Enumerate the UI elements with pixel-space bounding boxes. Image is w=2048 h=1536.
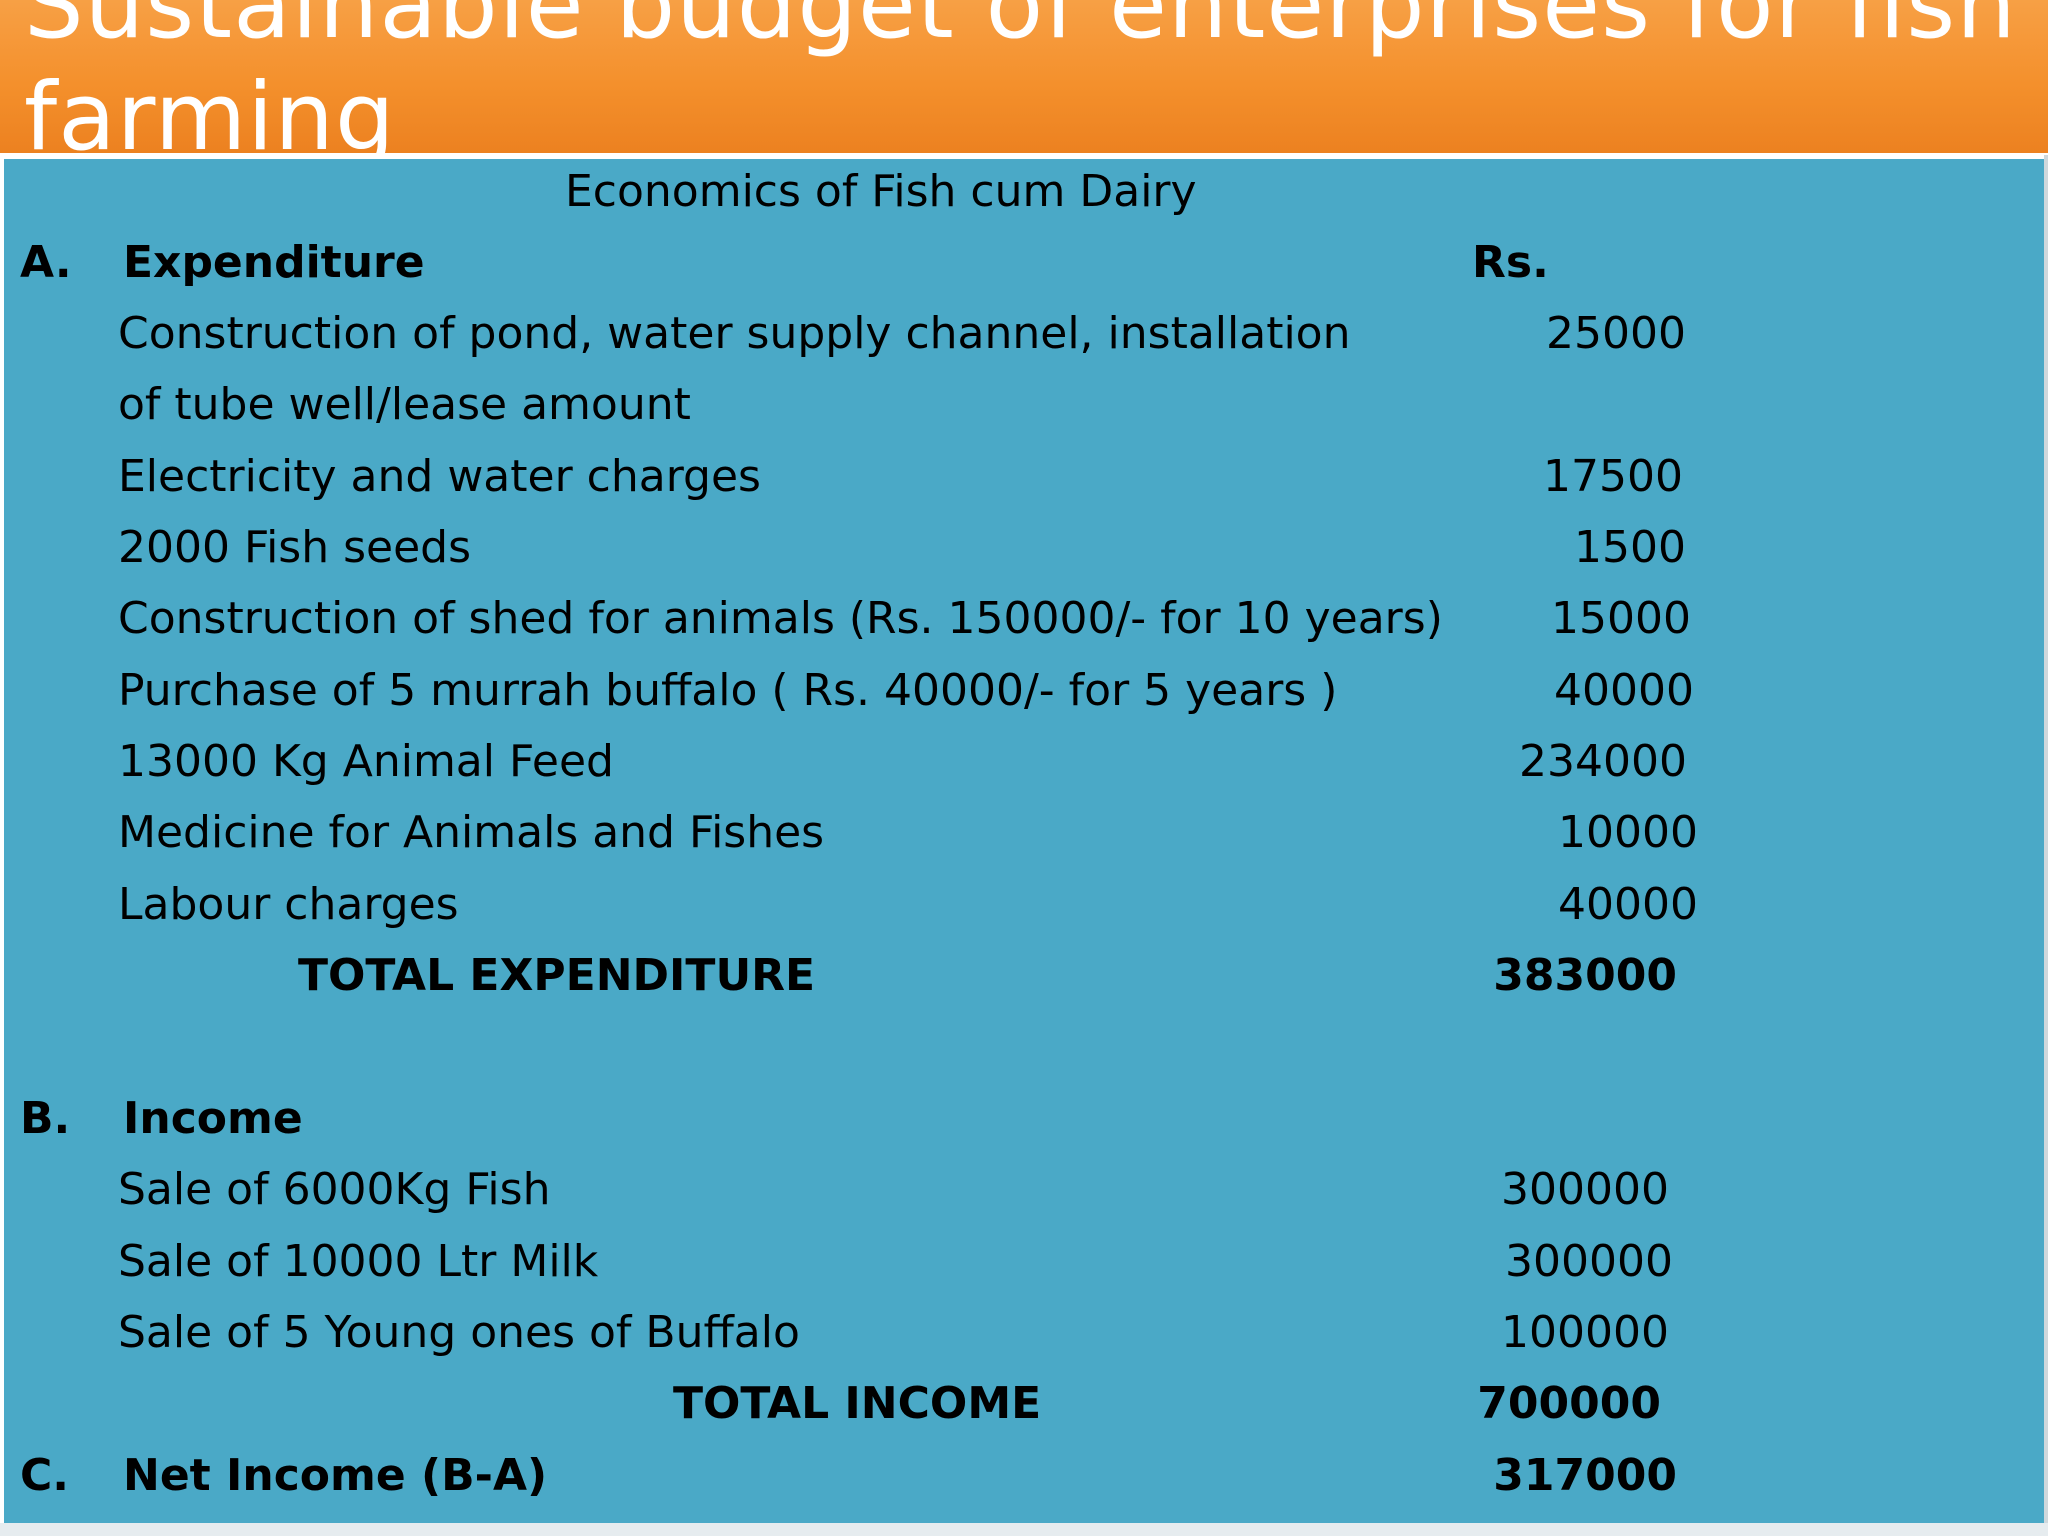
expenditure-item-value: 1500 (1574, 522, 1686, 573)
expenditure-item-value: 25000 (1546, 308, 1686, 359)
title-bar: Sustainable budget of enterprises for fi… (0, 0, 2048, 153)
total-income-value: 700000 (1477, 1378, 1661, 1429)
income-item-label: Sale of 6000Kg Fish (118, 1164, 551, 1215)
expenditure-item-label: Electricity and water charges (118, 451, 761, 502)
total-income-label: TOTAL INCOME (673, 1378, 1042, 1429)
income-item-value: 100000 (1501, 1307, 1669, 1358)
expenditure-item-value: 234000 (1519, 736, 1687, 787)
expenditure-item-label: 2000 Fish seeds (118, 522, 472, 573)
net-income-label: Net Income (B-A) (123, 1450, 548, 1501)
section-b-heading: Income (123, 1093, 303, 1144)
expenditure-item-label: Labour charges (118, 879, 459, 930)
slide-title: Sustainable budget of enterprises for fi… (24, 0, 2017, 153)
expenditure-item-label: Construction of pond, water supply chann… (118, 308, 1351, 359)
section-a-heading: Expenditure (123, 237, 425, 288)
panel-edge (2044, 155, 2048, 1523)
expenditure-item-value: 40000 (1554, 665, 1694, 716)
expenditure-item-label-continued: of tube well/lease amount (118, 379, 691, 430)
total-expenditure-label: TOTAL EXPENDITURE (298, 950, 816, 1001)
expenditure-item-label: Construction of shed for animals (Rs. 15… (118, 593, 1443, 644)
income-item-value: 300000 (1501, 1164, 1669, 1215)
expenditure-item-label: 13000 Kg Animal Feed (118, 736, 614, 787)
income-item-label: Sale of 10000 Ltr Milk (118, 1236, 599, 1287)
income-item-label: Sale of 5 Young ones of Buffalo (118, 1307, 800, 1358)
content-panel (4, 155, 2044, 1523)
expenditure-item-label: Purchase of 5 murrah buffalo ( Rs. 40000… (118, 665, 1338, 716)
total-expenditure-value: 383000 (1493, 950, 1677, 1001)
expenditure-item-value: 10000 (1558, 807, 1698, 858)
bottom-strip (0, 1523, 2048, 1536)
expenditure-item-value: 40000 (1558, 879, 1698, 930)
section-a-letter: A. (20, 237, 72, 288)
table-subtitle: Economics of Fish cum Dairy (565, 166, 1197, 217)
section-b-letter: B. (20, 1093, 71, 1144)
expenditure-item-value: 17500 (1543, 451, 1683, 502)
currency-header: Rs. (1472, 237, 1549, 288)
expenditure-item-label: Medicine for Animals and Fishes (118, 807, 825, 858)
expenditure-item-value: 15000 (1551, 593, 1691, 644)
income-item-value: 300000 (1505, 1236, 1673, 1287)
net-income-value: 317000 (1493, 1450, 1677, 1501)
section-c-letter: C. (20, 1450, 70, 1501)
